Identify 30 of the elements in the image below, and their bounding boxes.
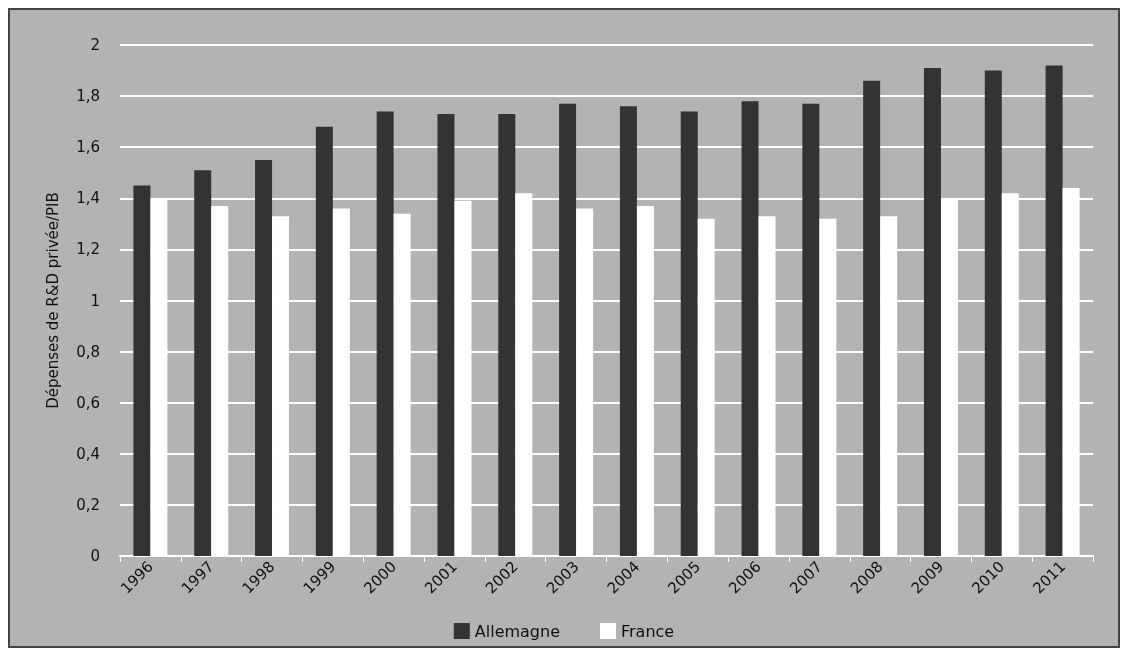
legend-label: France — [621, 621, 675, 641]
y-tick-label: 0,8 — [76, 342, 100, 361]
bar — [437, 113, 455, 556]
bar — [315, 126, 333, 556]
y-tick-label: 1 — [90, 291, 100, 310]
y-tick-label: 1,8 — [76, 87, 100, 106]
y-tick-label: 1,4 — [76, 189, 100, 208]
bar — [741, 101, 759, 556]
y-axis-title: Dépenses de R&D privée/PIB — [43, 192, 62, 409]
y-tick-label: 0,4 — [76, 444, 100, 463]
bar — [984, 70, 1002, 556]
y-tick-label: 1,2 — [76, 240, 100, 259]
bar — [376, 111, 394, 556]
bar — [619, 106, 637, 556]
y-tick-label: 1,6 — [76, 138, 100, 157]
bar — [802, 103, 820, 556]
bar — [498, 113, 516, 556]
y-tick-label: 0,6 — [76, 393, 100, 412]
bar — [923, 68, 941, 556]
y-tick-label: 2 — [90, 36, 100, 54]
bar — [863, 80, 881, 556]
bar — [559, 103, 577, 556]
bar — [194, 170, 212, 556]
y-tick-label: 0,2 — [76, 495, 100, 514]
y-tick-label: 0 — [90, 547, 100, 565]
bar — [680, 111, 698, 556]
bar — [133, 185, 151, 556]
legend-label: Allemagne — [474, 621, 561, 641]
bar — [1045, 65, 1063, 556]
bar — [255, 159, 273, 556]
